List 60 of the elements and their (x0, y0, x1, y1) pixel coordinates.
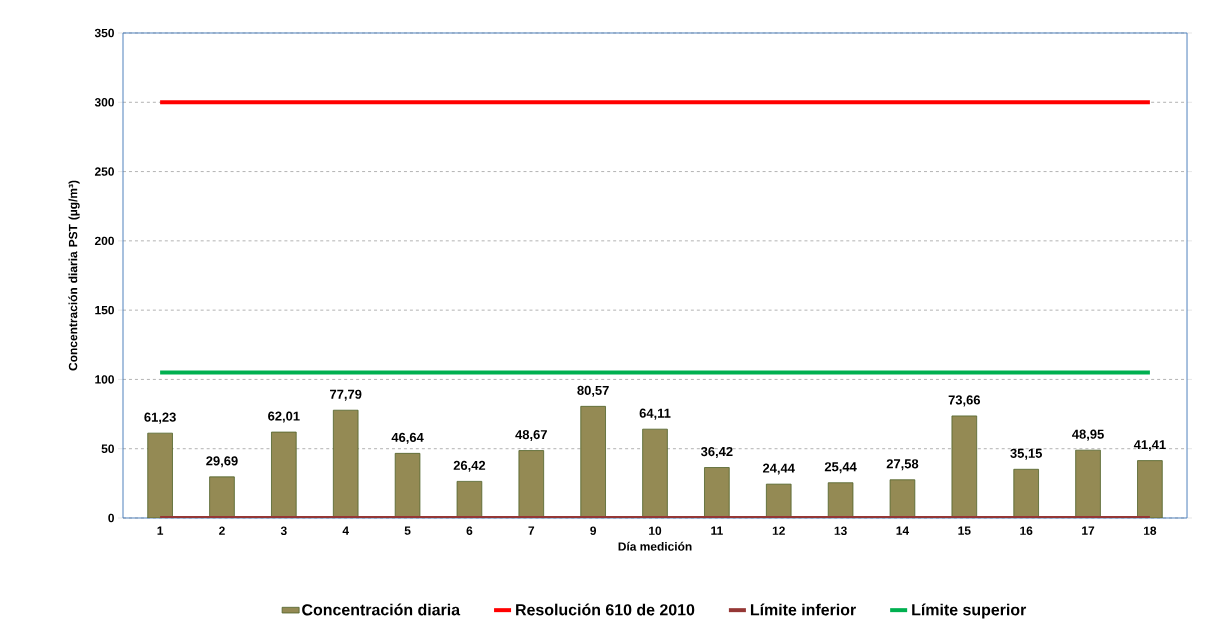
x-tick-label: 1 (157, 526, 164, 535)
x-tick-label: 16 (1020, 526, 1033, 535)
y-tick-label: 150 (95, 305, 114, 315)
data-label: 80,57 (577, 385, 609, 397)
data-label: 35,15 (1010, 448, 1043, 460)
data-label: 29,69 (206, 456, 238, 468)
y-axis-title: Concentración diaria PST (µg/m³) (68, 180, 80, 371)
bar (704, 467, 730, 518)
data-label: 61,23 (144, 412, 176, 424)
data-label: 36,42 (700, 446, 733, 459)
x-tick-label: 14 (896, 526, 910, 535)
bar (147, 432, 173, 518)
legend-label: Concentración diaria (302, 603, 461, 616)
data-label: 25,44 (824, 462, 857, 474)
bar (1013, 468, 1039, 518)
x-tick-label: 5 (404, 526, 411, 535)
x-tick-label: 17 (1082, 526, 1095, 535)
y-tick-label: 0 (108, 513, 114, 523)
data-label: 27,58 (886, 459, 919, 471)
x-tick-label: 9 (590, 526, 597, 535)
y-tick-label: 200 (94, 236, 114, 246)
data-label: 64,11 (639, 408, 671, 420)
y-tick-label: 100 (95, 375, 114, 384)
bar (1137, 460, 1163, 518)
bar (1075, 449, 1101, 518)
x-tick-label: 15 (958, 526, 971, 535)
bar (209, 476, 235, 518)
data-label: 62,01 (268, 411, 300, 423)
y-tick-label: 50 (101, 444, 114, 453)
legend-label: Resolución 610 de 2010 (516, 603, 695, 616)
data-label: 46,64 (391, 432, 424, 444)
bar (580, 405, 606, 518)
x-tick-label: 10 (649, 526, 662, 535)
legend-label: Límite inferior (750, 603, 856, 616)
bar (518, 450, 545, 518)
data-label: 48,95 (1072, 429, 1104, 441)
x-tick-label: 11 (711, 526, 723, 535)
data-label: 24,44 (762, 463, 795, 475)
y-tick-label: 300 (94, 98, 114, 107)
data-label: 26,42 (453, 460, 486, 472)
data-label: 73,66 (948, 395, 981, 407)
x-tick-label: 13 (834, 526, 847, 536)
x-tick-label: 18 (1144, 526, 1157, 535)
bar (951, 415, 978, 518)
data-label: 48,67 (515, 429, 547, 442)
bar (332, 409, 359, 518)
x-tick-label: 7 (528, 526, 535, 535)
data-label: 41,41 (1133, 440, 1166, 452)
data-label: 77,79 (330, 389, 362, 401)
x-tick-label: 6 (466, 526, 473, 535)
bar (642, 428, 668, 518)
x-axis-title: Día medición (618, 541, 692, 551)
bar (271, 431, 297, 518)
legend-label: Límite superior (912, 603, 1027, 619)
x-tick-label: 12 (772, 526, 785, 535)
x-tick-label: 2 (219, 526, 225, 535)
x-tick-label: 4 (342, 526, 349, 535)
y-tick-label: 350 (94, 28, 114, 38)
x-tick-label: 3 (280, 526, 287, 536)
y-tick-label: 250 (94, 167, 114, 176)
